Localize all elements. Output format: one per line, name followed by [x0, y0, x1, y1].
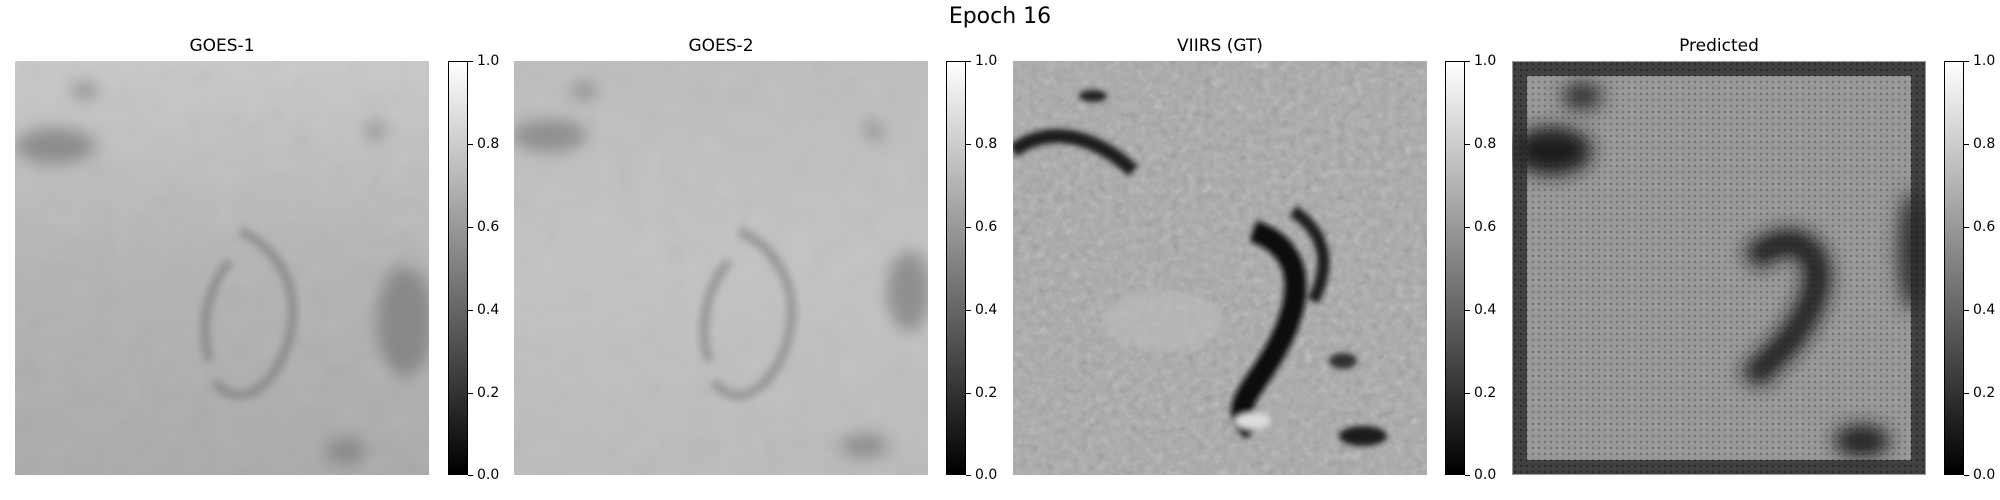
cbar3-tick-1.0: 1.0: [1464, 53, 1497, 69]
cbar4-tick-0.4: 0.4: [1963, 302, 1996, 318]
cbar1-tick-0.2: 0.2: [467, 385, 500, 401]
cbar3-tick-0.8: 0.8: [1464, 136, 1497, 152]
panel-title-goes1: GOES-1: [189, 36, 255, 56]
colorbar-predicted: [1944, 61, 1964, 475]
cbar2-tick-0.4: 0.4: [965, 302, 998, 318]
cbar1-tick-1.0: 1.0: [467, 53, 500, 69]
cbar3-tick-0.4: 0.4: [1464, 302, 1497, 318]
cbar4-tick-0.2: 0.2: [1963, 385, 1996, 401]
colorbar-goes1: [448, 61, 468, 475]
figure-title: Epoch 16: [948, 4, 1052, 29]
colorbar-viirs: [1445, 61, 1465, 475]
cbar3-tick-0.6: 0.6: [1464, 219, 1497, 235]
panel-title-predicted: Predicted: [1679, 36, 1759, 56]
cbar2-tick-0.0: 0.0: [965, 467, 998, 483]
cbar2-tick-0.6: 0.6: [965, 219, 998, 235]
predicted-image: [1512, 61, 1926, 475]
cbar4-tick-0.8: 0.8: [1963, 136, 1996, 152]
cbar4-tick-1.0: 1.0: [1963, 53, 1996, 69]
goes1-image: [15, 61, 429, 475]
cbar2-tick-0.8: 0.8: [965, 136, 998, 152]
cbar3-tick-0.2: 0.2: [1464, 385, 1497, 401]
cbar4-tick-0.0: 0.0: [1963, 467, 1996, 483]
viirs-image: [1013, 61, 1427, 475]
colorbar-goes2: [946, 61, 966, 475]
cbar2-tick-1.0: 1.0: [965, 53, 998, 69]
panel-title-goes2: GOES-2: [688, 36, 754, 56]
cbar4-tick-0.6: 0.6: [1963, 219, 1996, 235]
cbar3-tick-0.0: 0.0: [1464, 467, 1497, 483]
panel-title-viirs: VIIRS (GT): [1177, 36, 1263, 56]
cbar2-tick-0.2: 0.2: [965, 385, 998, 401]
cbar1-tick-0.6: 0.6: [467, 219, 500, 235]
cbar1-tick-0.0: 0.0: [467, 467, 500, 483]
goes2-image: [514, 61, 928, 475]
cbar1-tick-0.8: 0.8: [467, 136, 500, 152]
cbar1-tick-0.4: 0.4: [467, 302, 500, 318]
